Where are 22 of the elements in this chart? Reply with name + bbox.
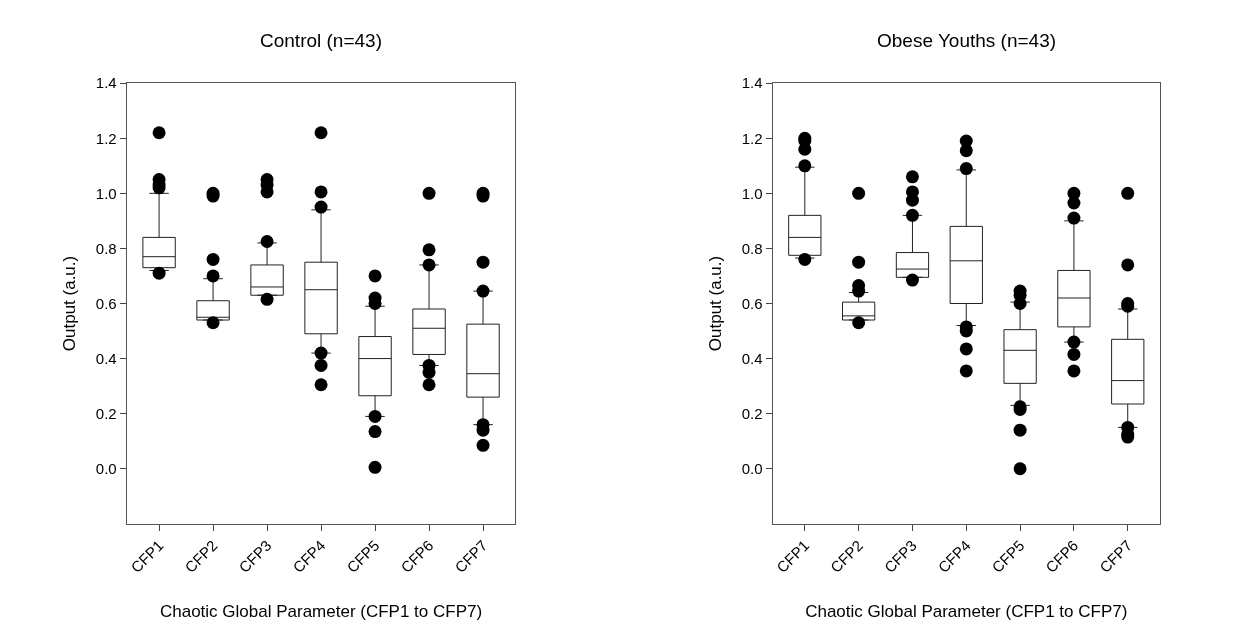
y-tick-label: 1.2 xyxy=(741,129,763,147)
x-axis-title: Chaotic Global Parameter (CFP1 to CFP7) xyxy=(805,602,1128,622)
y-tick-label: 0.4 xyxy=(741,349,763,367)
y-tick-label: 0.4 xyxy=(95,349,117,367)
y-axis-title: Output (a.u.) xyxy=(706,255,726,352)
y-tick-label: 0.8 xyxy=(741,239,763,257)
y-tick-label: 0.2 xyxy=(95,404,117,422)
y-tick-label: 1.0 xyxy=(741,184,763,202)
y-tick-label: 1.0 xyxy=(95,184,117,202)
y-axis-title: Output (a.u.) xyxy=(60,255,80,352)
y-tick-label: 0.6 xyxy=(741,294,763,312)
x-axis-title: Chaotic Global Parameter (CFP1 to CFP7) xyxy=(159,602,483,622)
y-tick-label: 0.8 xyxy=(95,239,117,257)
y-tick-label: 0.2 xyxy=(741,404,763,422)
y-tick-label: 1.4 xyxy=(741,74,763,92)
y-tick-label: 1.4 xyxy=(95,74,117,92)
y-tick-label: 1.2 xyxy=(95,129,117,147)
y-tick-label: 0.0 xyxy=(741,459,763,477)
y-tick-label: 0.6 xyxy=(95,294,117,312)
chart-title: Control (n=43) xyxy=(260,30,382,51)
y-tick-label: 0.0 xyxy=(95,459,117,477)
chart-title: Obese Youths (n=43) xyxy=(877,30,1057,51)
